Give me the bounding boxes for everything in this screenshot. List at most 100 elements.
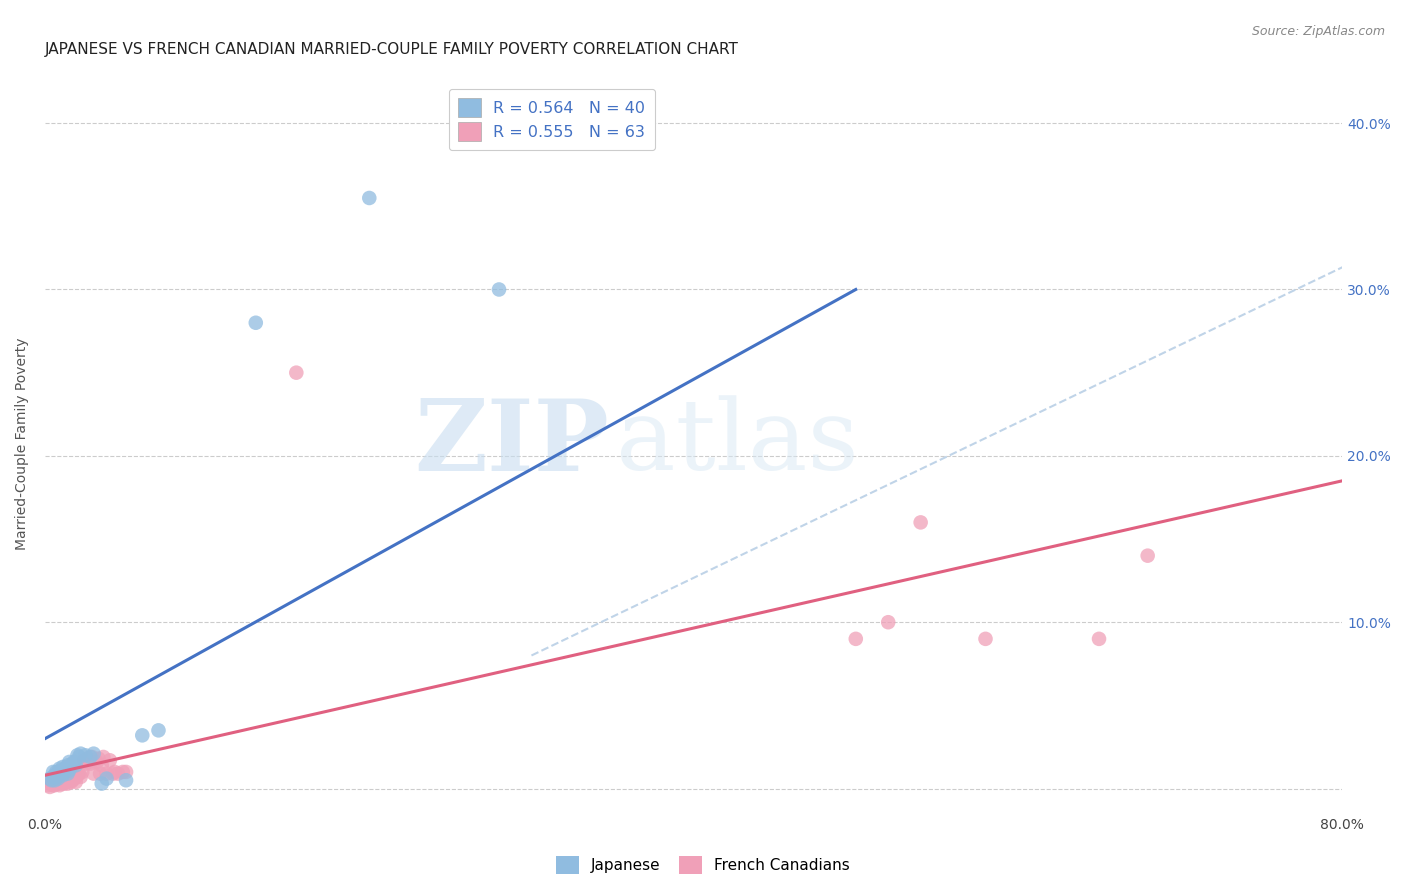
Point xyxy=(42,778,65,792)
Point xyxy=(79,756,101,771)
Point xyxy=(86,755,108,769)
Point xyxy=(245,316,267,330)
Point xyxy=(55,775,77,789)
Point xyxy=(131,728,153,742)
Point xyxy=(56,776,79,790)
Text: ZIP: ZIP xyxy=(415,395,609,491)
Point xyxy=(67,766,90,780)
Point xyxy=(93,750,115,764)
Point xyxy=(42,764,65,779)
Point xyxy=(72,764,94,779)
Point xyxy=(58,768,80,782)
Point xyxy=(56,766,79,780)
Point xyxy=(98,753,121,767)
Legend: Japanese, French Canadians: Japanese, French Canadians xyxy=(550,850,856,880)
Point xyxy=(53,764,76,779)
Point xyxy=(62,773,84,788)
Point xyxy=(55,762,77,776)
Point xyxy=(1088,632,1111,646)
Point xyxy=(41,773,63,788)
Point xyxy=(58,764,80,778)
Point xyxy=(48,768,70,782)
Point xyxy=(974,632,997,646)
Point xyxy=(107,766,129,780)
Point xyxy=(41,776,63,790)
Point xyxy=(104,764,127,779)
Point xyxy=(89,766,111,780)
Point xyxy=(76,751,98,765)
Point xyxy=(65,775,87,789)
Point xyxy=(83,766,105,780)
Point xyxy=(58,773,80,788)
Point xyxy=(877,615,900,630)
Point xyxy=(45,770,67,784)
Point xyxy=(55,770,77,784)
Point xyxy=(90,758,112,772)
Point xyxy=(52,760,75,774)
Point xyxy=(115,773,138,788)
Point xyxy=(53,773,76,788)
Point xyxy=(51,772,73,786)
Point xyxy=(69,747,91,761)
Point xyxy=(83,753,105,767)
Point xyxy=(46,766,69,780)
Point xyxy=(63,755,86,769)
Point xyxy=(52,768,75,782)
Point xyxy=(62,756,84,771)
Point xyxy=(45,776,67,790)
Point xyxy=(488,283,510,297)
Point xyxy=(46,773,69,788)
Point xyxy=(48,778,70,792)
Point xyxy=(67,750,90,764)
Point xyxy=(46,776,69,790)
Point xyxy=(285,366,308,380)
Point xyxy=(115,764,138,779)
Point xyxy=(75,748,97,763)
Point xyxy=(58,755,80,769)
Point xyxy=(56,758,79,772)
Point xyxy=(910,516,932,530)
Point xyxy=(101,766,124,780)
Point xyxy=(66,768,89,782)
Point xyxy=(80,750,103,764)
Point xyxy=(44,778,66,792)
Point xyxy=(45,773,67,788)
Point xyxy=(46,772,69,786)
Point xyxy=(75,756,97,771)
Point xyxy=(56,772,79,786)
Legend: R = 0.564   N = 40, R = 0.555   N = 63: R = 0.564 N = 40, R = 0.555 N = 63 xyxy=(449,88,655,150)
Point xyxy=(48,762,70,776)
Point xyxy=(37,778,59,792)
Point xyxy=(359,191,381,205)
Text: JAPANESE VS FRENCH CANADIAN MARRIED-COUPLE FAMILY POVERTY CORRELATION CHART: JAPANESE VS FRENCH CANADIAN MARRIED-COUP… xyxy=(45,42,738,57)
Point xyxy=(845,632,868,646)
Point xyxy=(38,772,60,786)
Point xyxy=(45,764,67,779)
Point xyxy=(65,770,87,784)
Point xyxy=(96,772,118,786)
Point xyxy=(66,748,89,763)
Point xyxy=(52,770,75,784)
Point xyxy=(148,723,170,738)
Point xyxy=(65,758,87,772)
Point xyxy=(59,770,82,784)
Point xyxy=(59,760,82,774)
Point xyxy=(96,766,118,780)
Point xyxy=(90,776,112,790)
Point xyxy=(42,770,65,784)
Point xyxy=(51,776,73,790)
Point xyxy=(62,768,84,782)
Point xyxy=(69,770,91,784)
Text: Source: ZipAtlas.com: Source: ZipAtlas.com xyxy=(1251,25,1385,38)
Point xyxy=(44,768,66,782)
Point xyxy=(111,764,134,779)
Point xyxy=(51,766,73,780)
Point xyxy=(42,775,65,789)
Y-axis label: Married-Couple Family Poverty: Married-Couple Family Poverty xyxy=(15,337,30,549)
Point xyxy=(83,747,105,761)
Point xyxy=(48,775,70,789)
Point xyxy=(44,773,66,788)
Point xyxy=(38,780,60,794)
Point xyxy=(87,751,110,765)
Point xyxy=(73,753,96,767)
